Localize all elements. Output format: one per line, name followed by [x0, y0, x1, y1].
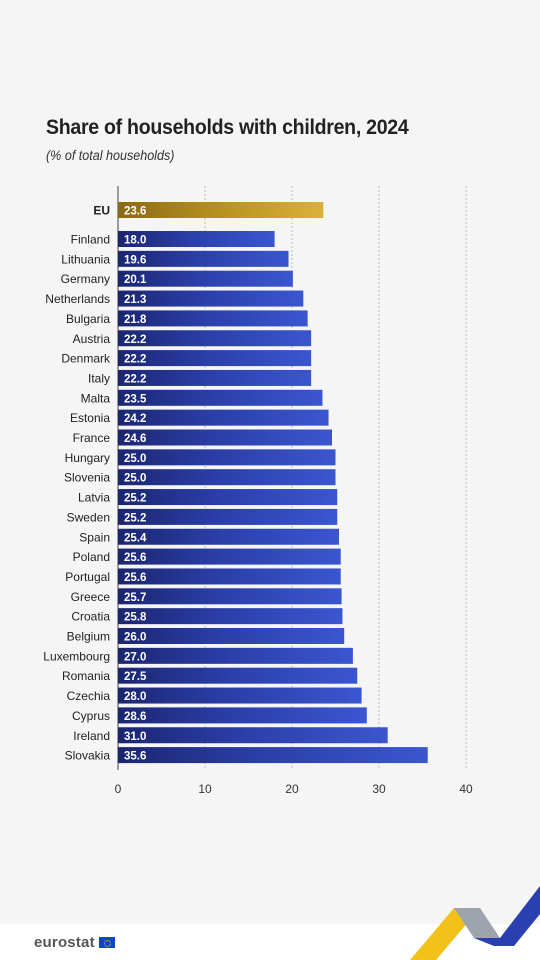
bar-value-label: 25.0: [124, 453, 146, 465]
bar-value-label: 19.6: [124, 254, 146, 266]
category-label: Austria: [73, 332, 111, 346]
bar-value-label: 25.7: [124, 592, 146, 604]
bar-value-label: 22.2: [124, 334, 146, 346]
country-bar: [118, 568, 341, 585]
category-label: Italy: [88, 371, 110, 385]
country-bar: [118, 548, 341, 565]
country-bar: [118, 647, 353, 664]
bar-value-label: 25.8: [124, 612, 147, 624]
eurostat-logo: eurostat: [34, 934, 115, 951]
country-bar: [118, 270, 293, 287]
category-label: EU: [93, 204, 110, 218]
bar-value-label: 26.0: [124, 632, 146, 644]
category-label: Malta: [81, 391, 111, 405]
country-bar: [118, 409, 329, 426]
x-tick-label: 0: [115, 782, 122, 796]
bar-value-label: 25.4: [124, 532, 147, 544]
country-bar: [118, 330, 312, 347]
country-bar: [118, 588, 342, 605]
bar-value-label: 21.3: [124, 294, 146, 306]
x-tick-label: 40: [459, 782, 473, 796]
brand-name: eurostat: [34, 934, 95, 951]
category-label: Hungary: [65, 451, 110, 465]
category-label: Belgium: [67, 630, 110, 644]
eu-flag-icon: [98, 937, 115, 948]
category-label: Cyprus: [72, 709, 110, 723]
category-label: Luxembourg: [43, 649, 110, 663]
x-tick-label: 30: [372, 782, 386, 796]
bar-value-label: 28.6: [124, 711, 146, 723]
category-label: Germany: [61, 272, 110, 286]
bar-value-label: 27.5: [124, 671, 147, 683]
bar-value-label: 23.6: [124, 206, 146, 218]
country-bar: [118, 310, 308, 327]
country-bar: [118, 489, 338, 506]
x-tick-label: 10: [198, 782, 212, 796]
country-bar: [118, 667, 358, 684]
category-label: Czechia: [67, 689, 111, 703]
bar-value-label: 22.2: [124, 373, 146, 385]
category-label: Poland: [73, 550, 110, 564]
bar-value-label: 25.6: [124, 552, 146, 564]
country-bar: [118, 231, 275, 247]
category-label: Finland: [71, 233, 110, 247]
country-bar: [118, 449, 336, 466]
category-label: Netherlands: [45, 292, 110, 306]
bar-value-label: 22.2: [124, 354, 146, 366]
bar-value-label: 25.0: [124, 473, 146, 485]
country-bar: [118, 389, 323, 406]
category-label: Ireland: [73, 729, 110, 743]
bar-value-label: 20.1: [124, 274, 147, 286]
x-tick-label: 20: [285, 782, 299, 796]
bar-value-label: 25.6: [124, 572, 146, 584]
bar-value-label: 23.5: [124, 393, 147, 405]
category-label: France: [73, 431, 111, 445]
category-label: Sweden: [67, 510, 110, 524]
category-label: Estonia: [70, 411, 110, 425]
bar-value-label: 21.8: [124, 314, 147, 326]
country-bar: [118, 687, 362, 704]
category-label: Greece: [71, 590, 111, 604]
category-label: Portugal: [65, 570, 110, 584]
country-bar: [118, 628, 345, 644]
category-label: Slovenia: [64, 471, 110, 485]
bar-value-label: 35.6: [124, 751, 146, 763]
bar-value-label: 25.2: [124, 512, 146, 524]
country-bar: [118, 429, 333, 446]
category-label: Latvia: [78, 491, 110, 505]
country-bar: [118, 250, 289, 267]
bar-value-label: 24.2: [124, 413, 146, 425]
country-bar: [118, 508, 338, 525]
country-bar: [118, 369, 312, 386]
country-bar: [118, 747, 428, 764]
bar-value-label: 24.6: [124, 433, 146, 445]
category-label: Bulgaria: [66, 312, 110, 326]
bar-value-label: 28.0: [124, 691, 146, 703]
bar-value-label: 31.0: [124, 731, 146, 743]
chart-subtitle: (% of total households): [46, 148, 175, 163]
category-label: Croatia: [71, 610, 110, 624]
country-bar: [118, 528, 339, 545]
category-label: Spain: [79, 530, 110, 544]
country-bar: [118, 469, 336, 486]
category-label: Denmark: [61, 352, 111, 366]
country-bar: [118, 350, 312, 367]
country-bar: [118, 727, 388, 744]
bar-value-label: 27.0: [124, 651, 146, 663]
eu-bar: [118, 202, 324, 218]
category-label: Lithuania: [61, 252, 110, 266]
country-bar: [118, 290, 304, 307]
country-bar: [118, 608, 343, 625]
bar-value-label: 18.0: [124, 235, 146, 247]
eurostat-ribbon-icon: [410, 886, 540, 960]
category-label: Slovakia: [65, 749, 111, 763]
category-label: Romania: [62, 669, 110, 683]
country-bar: [118, 707, 367, 724]
chart-title: Share of households with children, 2024: [46, 116, 409, 139]
bar-value-label: 25.2: [124, 493, 146, 505]
